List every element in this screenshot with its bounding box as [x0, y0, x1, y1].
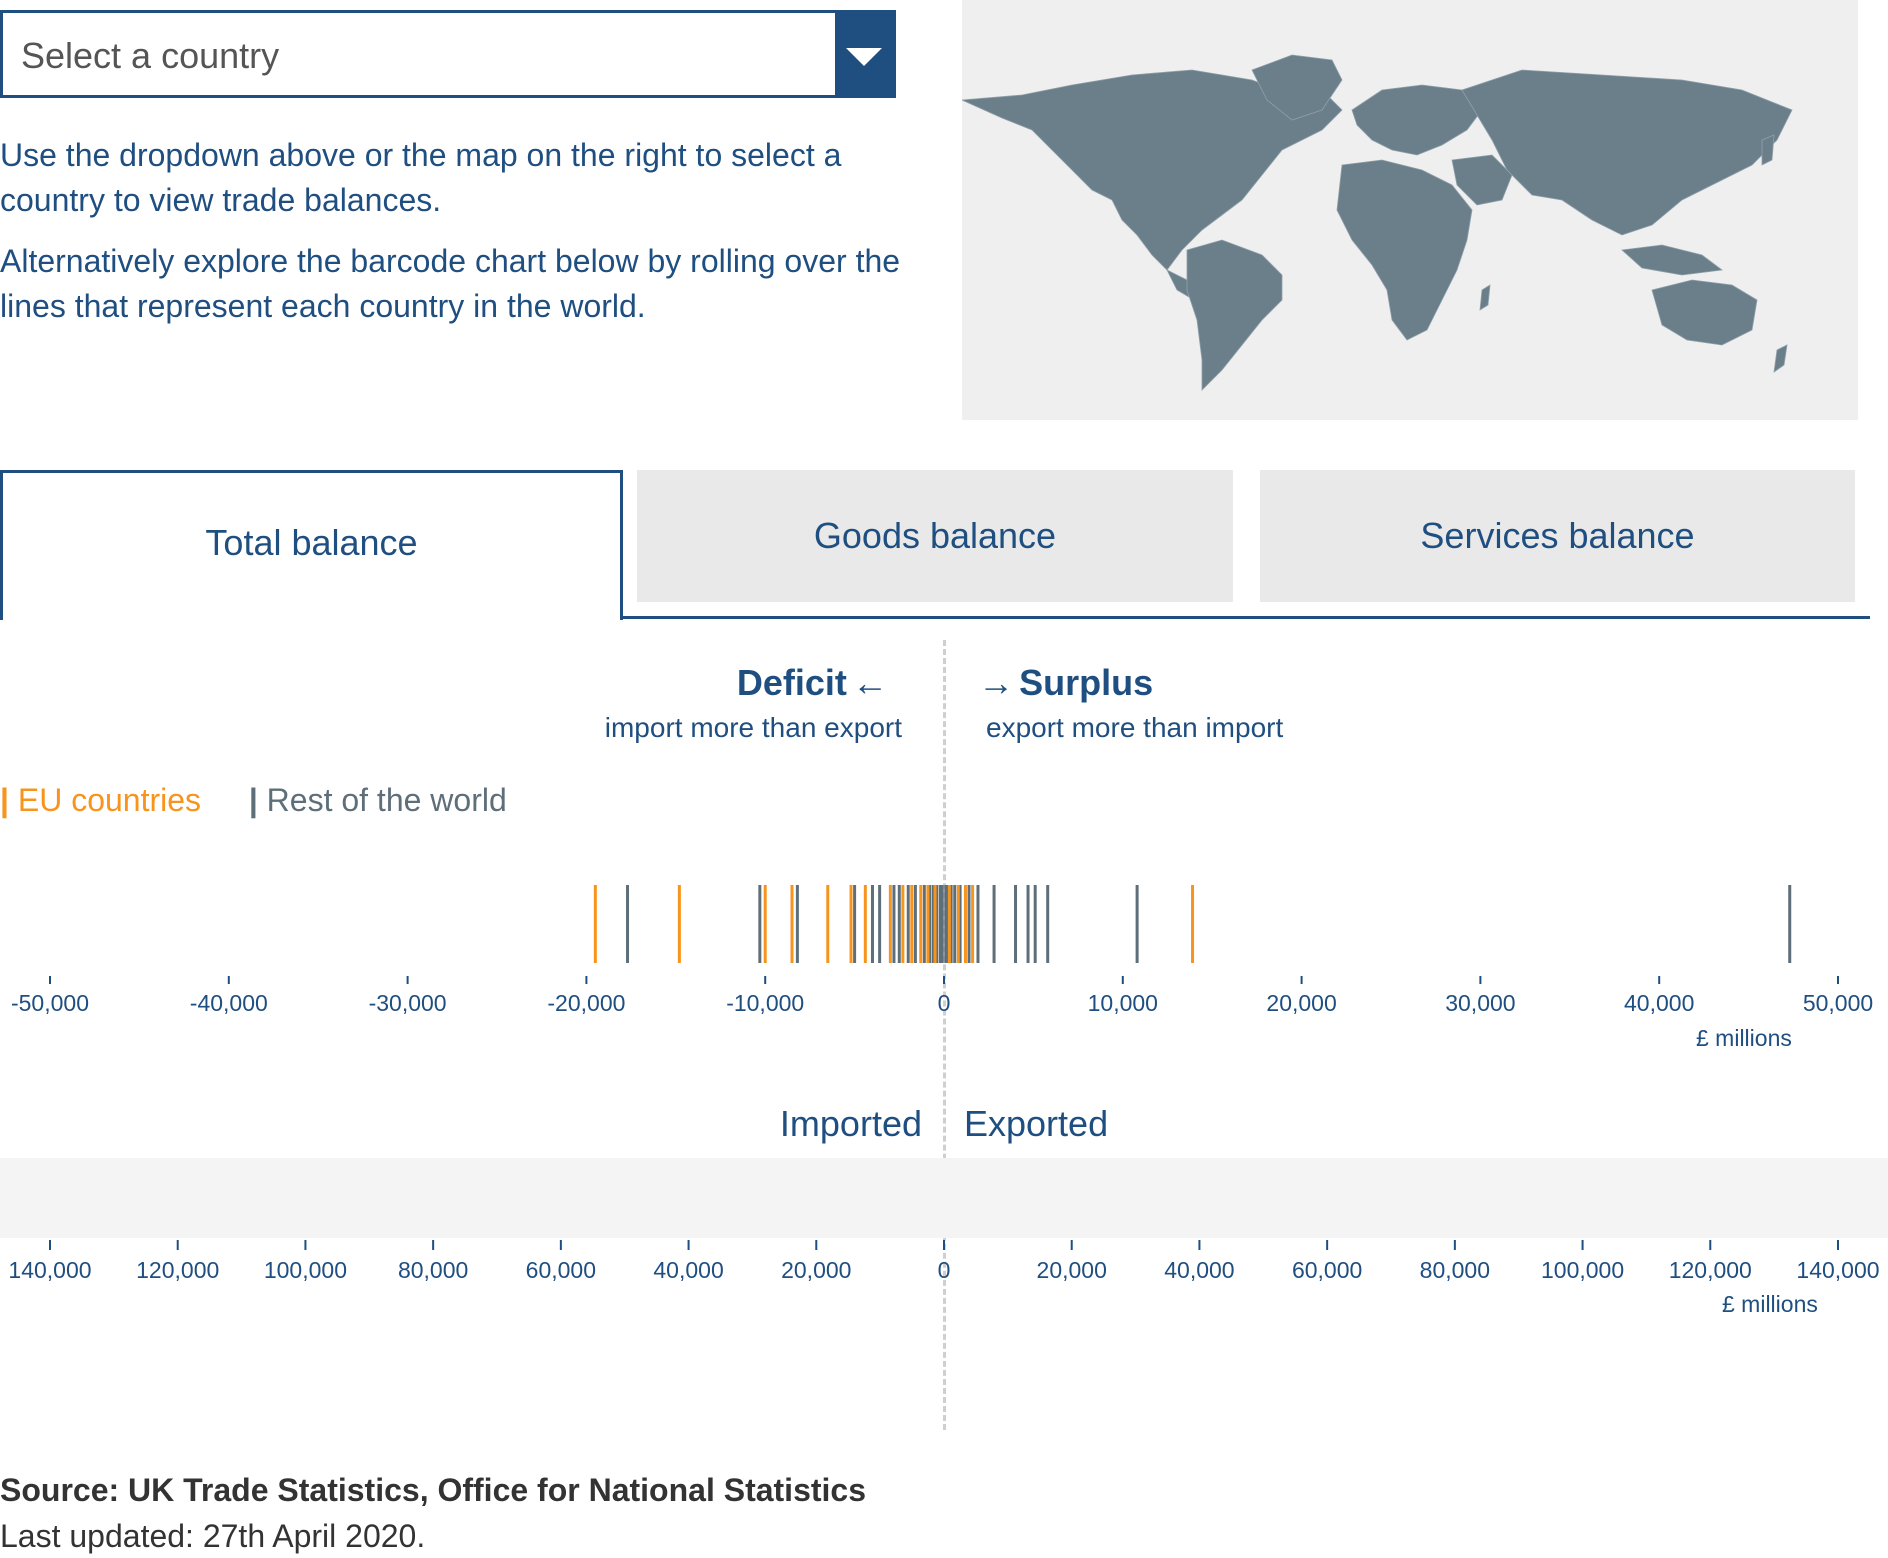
map-region-north-america — [960, 69, 1343, 271]
axis-tick-label: 140,000 — [1796, 1257, 1879, 1283]
last-updated: Last updated: 27th April 2020. — [0, 1518, 426, 1554]
world-map[interactable] — [960, 0, 1858, 420]
map-region-greenland — [1251, 54, 1343, 121]
source-note: Source: UK Trade Statistics, Office for … — [0, 1472, 866, 1508]
axis-tick-label: 80,000 — [398, 1257, 468, 1283]
map-region-europe — [1351, 84, 1483, 156]
map-region-middle-east — [1451, 154, 1513, 206]
deficit-label: Deficit — [736, 662, 847, 703]
axis-tick-label: 10,000 — [1088, 990, 1158, 1016]
map-region-asia — [1461, 69, 1793, 236]
arrow-left-icon: ← — [852, 662, 888, 703]
axis-tick-label: 0 — [938, 990, 951, 1016]
barcode-chart-trade: 140,000 120,000 100,000 80,000 60,000 40,000 2… — [8, 1240, 1880, 1283]
world-map-svg[interactable] — [960, 0, 1858, 420]
arrow-right-icon: → — [978, 662, 1014, 703]
axis-tick-label: 60,000 — [526, 1257, 596, 1283]
axis-tick-label: 100,000 — [1541, 1257, 1624, 1283]
barcode-chart-balance[interactable]: -50,000 -40,000 -30,000 -20,000 -10,000 0 10,0… — [0, 870, 1888, 1050]
axis-tick-label: 120,000 — [136, 1257, 219, 1283]
axis-tick-label: 40,000 — [1164, 1257, 1234, 1283]
legend-row-marker: | — [248, 782, 258, 818]
chart2-unit-label: £ millions — [1722, 1291, 1818, 1317]
axis-tick-label: 100,000 — [264, 1257, 347, 1283]
imported-label: Imported — [779, 1103, 922, 1144]
tab-services-balance[interactable]: Services balance — [1260, 470, 1855, 602]
legend-row-label[interactable]: Rest of the world — [266, 782, 507, 818]
map-region-new-zealand — [1773, 344, 1788, 373]
axis-tick-label: 30,000 — [1445, 990, 1515, 1016]
map-region-africa — [1336, 159, 1473, 341]
axis-tick-label: -10,000 — [726, 990, 804, 1016]
legend-eu-label[interactable]: EU countries — [17, 782, 202, 818]
map-region-japan — [1761, 134, 1775, 166]
tab-goods-balance[interactable]: Goods balance — [637, 470, 1233, 602]
axis-tick-label: 40,000 — [1624, 990, 1694, 1016]
axis-tick-label: -50,000 — [11, 990, 89, 1016]
axis-tick-label: 0 — [938, 1257, 951, 1283]
chevron-down-icon — [846, 48, 882, 66]
axis-tick-label: -30,000 — [369, 990, 447, 1016]
axis-tick-label: 20,000 — [781, 1257, 851, 1283]
surplus-sublabel: export more than import — [986, 712, 1284, 743]
map-region-se-asia — [1621, 244, 1724, 276]
map-region-madagascar — [1479, 284, 1491, 311]
deficit-sublabel: import more than export — [604, 712, 902, 743]
axis-tick-label: 40,000 — [653, 1257, 723, 1283]
exported-label: Exported — [964, 1103, 1109, 1144]
axis-tick-label: -40,000 — [190, 990, 268, 1016]
map-region-south-america — [1186, 239, 1283, 391]
tab-underline — [620, 616, 1870, 619]
trade-volume-band — [0, 1158, 1888, 1238]
map-region-australia — [1651, 279, 1758, 346]
legend-eu-marker: | — [0, 782, 9, 818]
axis-tick-label: 140,000 — [8, 1257, 91, 1283]
surplus-label: Surplus — [1019, 662, 1154, 703]
intro-paragraph-2: Alternatively explore the barcode chart … — [0, 243, 901, 324]
axis-tick-label: 50,000 — [1803, 990, 1873, 1016]
axis-tick-label: -20,000 — [547, 990, 625, 1016]
country-select-placeholder: Select a country — [21, 35, 280, 76]
deficit-heading: Deficit ← — [737, 662, 888, 704]
axis-tick-label: 20,000 — [1266, 990, 1336, 1016]
surplus-heading: → Surplus — [978, 662, 1153, 704]
chart1-unit-label: £ millions — [1696, 1025, 1792, 1051]
dropdown-toggle-button[interactable] — [835, 13, 893, 95]
axis-tick-label: 20,000 — [1037, 1257, 1107, 1283]
legend: | EU countries | Rest of the world — [0, 782, 507, 819]
intro-paragraph-1: Use the dropdown above or the map on the… — [0, 137, 842, 218]
axis-tick-label: 80,000 — [1420, 1257, 1490, 1283]
country-select[interactable]: Select a country — [0, 10, 896, 98]
axis-tick-label: 120,000 — [1669, 1257, 1752, 1283]
tab-total-balance[interactable]: Total balance — [0, 470, 623, 620]
zero-divider-line — [943, 640, 946, 1430]
axis-tick-label: 60,000 — [1292, 1257, 1362, 1283]
